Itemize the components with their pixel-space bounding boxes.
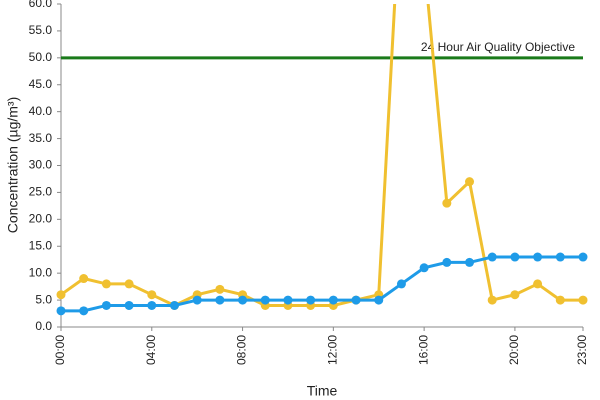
data-point: [101, 300, 111, 310]
data-point: [555, 295, 565, 305]
series-line: [61, 255, 583, 313]
plot-area: [56, 4, 588, 316]
data-point: [306, 295, 316, 305]
data-point: [147, 290, 157, 300]
y-tick-label: 15.0: [29, 238, 53, 252]
data-point: [215, 284, 225, 294]
data-point: [169, 300, 179, 310]
y-tick-label: 55.0: [29, 23, 53, 37]
data-point: [192, 295, 202, 305]
objective-label: 24 Hour Air Quality Objective: [421, 40, 575, 54]
x-tick-label: 12:00: [326, 335, 340, 365]
data-point: [533, 252, 543, 262]
data-point: [374, 295, 384, 305]
data-point: [238, 295, 248, 305]
data-point: [555, 252, 565, 262]
data-point: [101, 279, 111, 289]
data-point: [215, 295, 225, 305]
y-tick-label: 45.0: [29, 77, 53, 91]
data-point: [351, 295, 361, 305]
x-tick-label: 04:00: [144, 335, 158, 365]
y-tick-label: 30.0: [29, 158, 53, 172]
data-point: [487, 252, 497, 262]
data-point: [419, 263, 429, 273]
data-point: [56, 306, 66, 316]
data-point: [147, 300, 157, 310]
data-point: [124, 279, 134, 289]
x-tick-label: 08:00: [235, 335, 249, 365]
y-tick-label: 50.0: [29, 50, 53, 64]
y-tick-label: 0.0: [35, 319, 52, 333]
x-tick-label: 00:00: [53, 335, 67, 365]
data-point: [56, 290, 66, 300]
data-point: [442, 257, 452, 267]
data-point: [283, 295, 293, 305]
y-axis-label: Concentration (µg/m³): [5, 97, 21, 233]
data-point: [124, 300, 134, 310]
y-tick-label: 35.0: [29, 131, 53, 145]
y-tick-label: 60.0: [29, 0, 53, 10]
x-axis-label: Time: [307, 383, 338, 399]
x-tick-label: 20:00: [507, 335, 521, 365]
x-tick-label: 23:00: [575, 335, 589, 365]
data-point: [79, 274, 89, 284]
data-point: [465, 177, 475, 187]
data-point: [396, 279, 406, 289]
data-point: [510, 252, 520, 262]
y-tick-label: 25.0: [29, 185, 53, 199]
data-point: [533, 279, 543, 289]
data-point: [510, 290, 520, 300]
data-point: [487, 295, 497, 305]
data-point: [260, 295, 270, 305]
data-point: [578, 295, 588, 305]
y-tick-label: 5.0: [35, 292, 52, 306]
data-point: [79, 306, 89, 316]
data-point: [578, 252, 588, 262]
data-point: [465, 257, 475, 267]
y-tick-label: 20.0: [29, 212, 53, 226]
y-tick-label: 40.0: [29, 104, 53, 118]
x-tick-label: 16:00: [416, 335, 430, 365]
y-tick-label: 10.0: [29, 265, 53, 279]
data-point: [328, 295, 338, 305]
data-point: [442, 198, 452, 208]
